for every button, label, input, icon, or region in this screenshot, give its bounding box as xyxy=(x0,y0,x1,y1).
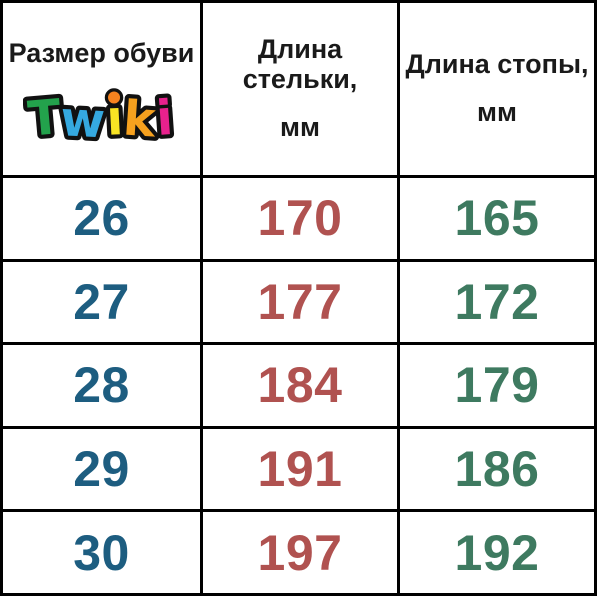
header-shoe-size-label: Размер обуви xyxy=(8,38,195,69)
cell-size-29: 29 xyxy=(3,425,200,510)
cell-size-28: 28 xyxy=(3,342,200,426)
header-foot-line2: мм xyxy=(477,97,517,127)
header-insole-line2: мм xyxy=(280,111,320,142)
cell-foot-165: 165 xyxy=(397,175,594,259)
header-foot-line1: Длина стопы, xyxy=(405,49,589,80)
logo-letter-k: k xyxy=(121,90,158,148)
cell-insole-170: 170 xyxy=(200,175,397,259)
twiki-logo-letters: T w ı k i xyxy=(23,85,179,153)
twiki-logo: T w ı k i xyxy=(23,85,179,153)
logo-letter-T: T xyxy=(25,89,63,148)
cell-insole-177: 177 xyxy=(200,258,397,343)
cell-foot-172: 172 xyxy=(397,258,594,343)
logo-letter-i2: i xyxy=(154,90,174,147)
header-cell-shoe-size: Размер обуви T w ı k i xyxy=(3,3,200,175)
cell-foot-179: 179 xyxy=(397,342,594,426)
header-cell-foot-length: Длина стопы, мм xyxy=(397,3,594,175)
logo-letter-i-dot xyxy=(104,88,123,107)
cell-foot-192: 192 xyxy=(397,509,594,593)
cell-insole-191: 191 xyxy=(200,425,397,510)
cell-foot-186: 186 xyxy=(397,425,594,510)
cell-insole-184: 184 xyxy=(200,342,397,426)
logo-letter-w: w xyxy=(58,91,105,149)
header-cell-insole-length: Длина стельки, мм xyxy=(200,3,397,175)
cell-size-26: 26 xyxy=(3,175,200,259)
header-insole-line1: Длина стельки, xyxy=(242,34,358,95)
cell-size-27: 27 xyxy=(3,258,200,343)
cell-size-30: 30 xyxy=(3,509,200,593)
cell-insole-197: 197 xyxy=(200,509,397,593)
